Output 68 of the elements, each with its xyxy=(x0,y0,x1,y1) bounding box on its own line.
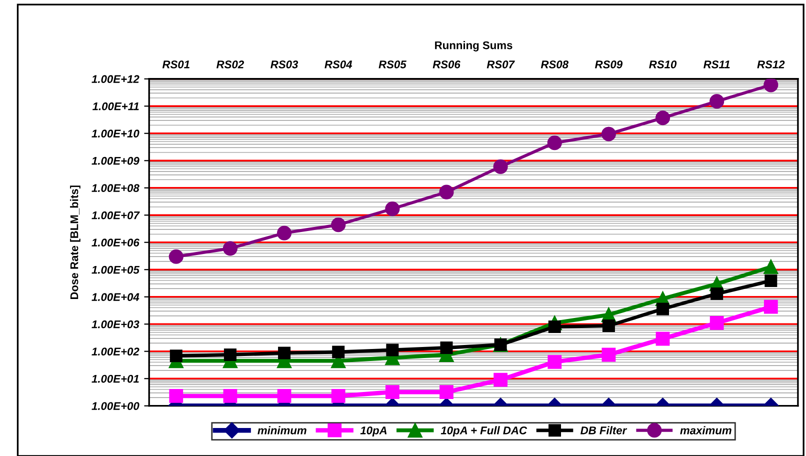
y-tick-label: 1.00E+08 xyxy=(92,184,140,192)
x-tick-label: RS01 xyxy=(162,60,190,68)
y-tick-label: 1.00E+04 xyxy=(92,293,140,301)
x-tick-label: RS03 xyxy=(270,60,298,68)
point xyxy=(547,136,562,150)
point xyxy=(710,94,724,109)
point xyxy=(710,288,724,300)
point xyxy=(710,316,724,330)
y-tick-label: 1.00E+11 xyxy=(92,102,139,110)
y-tick-label: 1.00E+09 xyxy=(92,156,140,165)
x-tick-label: RS07 xyxy=(486,60,515,68)
legend-label: maximum xyxy=(680,426,732,434)
x-tick-label: RS11 xyxy=(704,60,730,68)
point xyxy=(332,346,345,358)
y-tick-label: 1.00E+03 xyxy=(92,320,140,328)
point xyxy=(548,354,562,369)
point xyxy=(602,348,616,362)
point xyxy=(602,320,615,332)
legend-label: DB Filter xyxy=(580,426,628,434)
point xyxy=(386,344,399,356)
legend-label: minimum xyxy=(258,426,306,434)
point xyxy=(222,241,238,256)
point xyxy=(331,218,346,232)
point xyxy=(331,389,346,403)
y-tick-label: 1.00E+02 xyxy=(92,348,140,356)
y-tick-label: 1.00E+07 xyxy=(92,211,140,220)
y-tick-label: 1.00E+10 xyxy=(92,130,140,138)
x-tick-label: RS09 xyxy=(594,60,623,68)
point xyxy=(764,260,778,274)
point xyxy=(223,389,238,403)
point xyxy=(385,202,400,216)
x-tick-label: RS08 xyxy=(540,60,569,68)
y-tick-label: 1.00E+05 xyxy=(92,266,140,274)
y-tick-label: 1.00E+12 xyxy=(92,75,140,84)
point xyxy=(439,184,454,200)
y-axis-title: Dose Rate [BLM_bits] xyxy=(70,186,80,300)
point xyxy=(224,348,236,361)
point xyxy=(548,320,561,333)
x-axis-title: Running Sums xyxy=(435,41,512,52)
point xyxy=(440,342,453,354)
x-tick-label: RS02 xyxy=(216,60,244,68)
point xyxy=(764,300,778,314)
point xyxy=(168,249,184,264)
point xyxy=(493,159,508,174)
point xyxy=(278,346,291,360)
point xyxy=(655,110,670,126)
x-tick-label: RS04 xyxy=(324,60,352,68)
point xyxy=(656,332,670,346)
point xyxy=(494,372,508,387)
x-tick-label: RS10 xyxy=(649,60,677,68)
point xyxy=(764,274,778,287)
x-tick-label: RS12 xyxy=(757,60,785,68)
y-tick-label: 1.00E+01 xyxy=(92,374,139,383)
point xyxy=(170,350,182,362)
y-tick-label: 1.00E+00 xyxy=(92,402,140,410)
y-tick-label: 1.00E+06 xyxy=(92,238,140,246)
point xyxy=(169,389,184,403)
point xyxy=(440,385,454,400)
point xyxy=(385,385,400,400)
x-tick-label: RS06 xyxy=(432,60,460,68)
point xyxy=(764,78,778,92)
legend-label: 10pA + Full DAC xyxy=(440,426,528,437)
point xyxy=(277,389,292,403)
point xyxy=(656,302,670,316)
point xyxy=(601,126,616,142)
point xyxy=(276,226,292,240)
legend-label: 10pA xyxy=(360,426,387,437)
x-tick-label: RS05 xyxy=(378,60,406,68)
